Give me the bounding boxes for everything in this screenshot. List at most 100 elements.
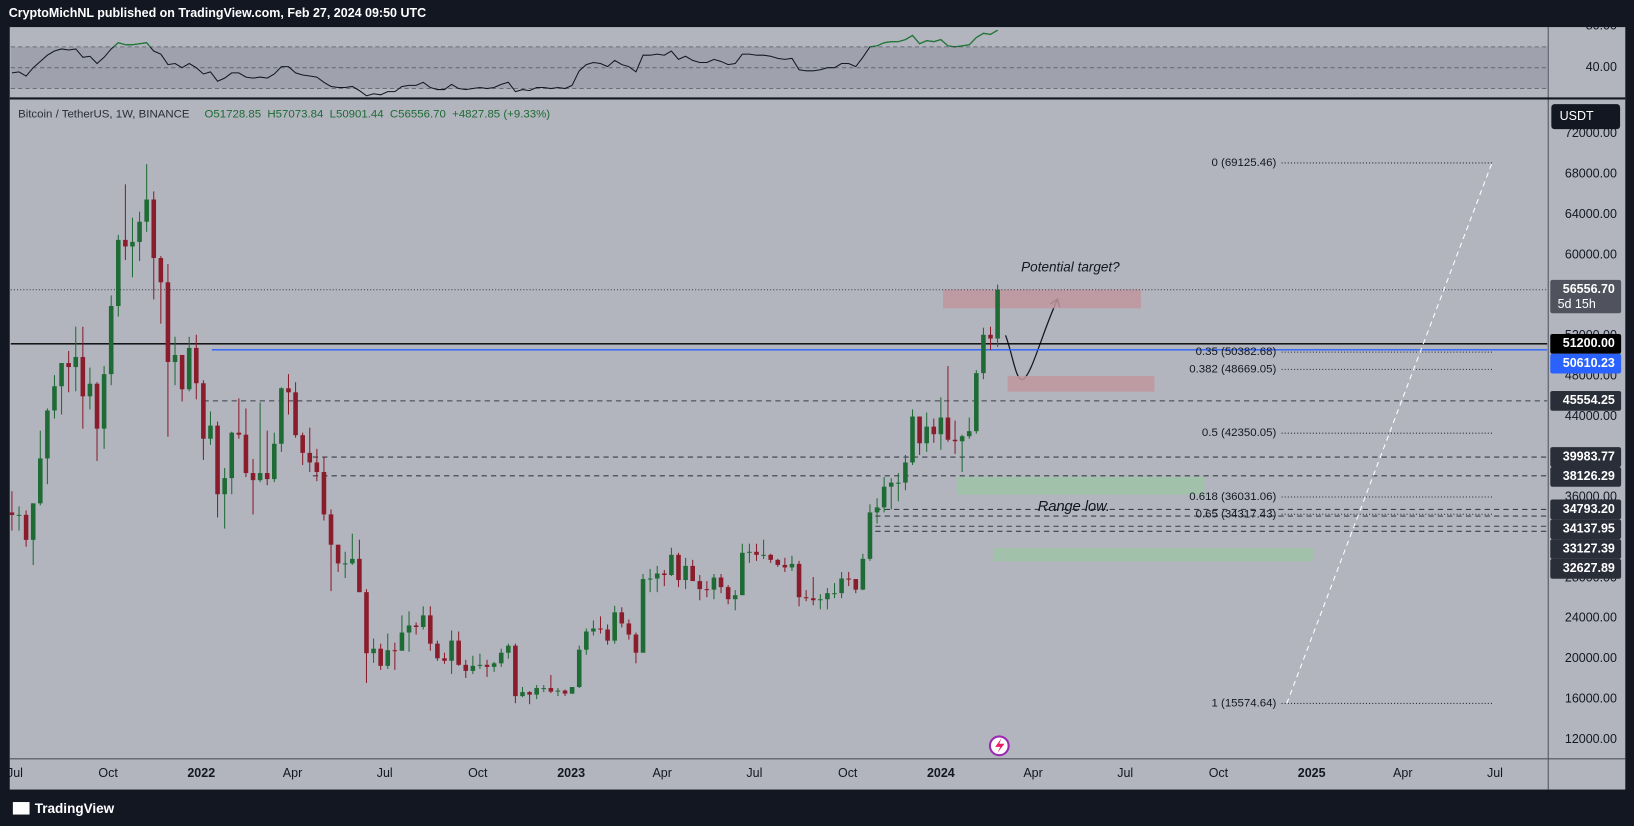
candle-body xyxy=(910,416,915,463)
fib-label: 0.618 (36031.06) xyxy=(1189,491,1276,503)
fib-label: 1 (15574.64) xyxy=(1211,697,1276,709)
candle-body xyxy=(796,563,802,598)
candle-body xyxy=(52,386,57,411)
fib-label: 0.5 (42350.05) xyxy=(1202,427,1277,439)
candle-body xyxy=(130,241,135,247)
candle-body xyxy=(264,473,270,480)
y-tick-label: 16000.00 xyxy=(1565,691,1617,705)
candle-body xyxy=(789,563,795,568)
x-tick-label: Apr xyxy=(1393,766,1412,780)
x-tick-label: Jul xyxy=(746,766,762,780)
candle-body xyxy=(208,425,213,439)
candle-body xyxy=(832,593,837,595)
candle-body xyxy=(591,628,596,632)
x-tick-label: Jul xyxy=(377,766,393,780)
x-tick-label: Oct xyxy=(98,766,118,780)
candle-body xyxy=(357,558,362,593)
candle-body xyxy=(917,416,922,444)
candle-body xyxy=(123,239,128,247)
symbol: Bitcoin / TetherUS, 1W, BINANCE xyxy=(18,109,190,121)
price-label: 32627.89 xyxy=(1563,561,1615,575)
candle-body xyxy=(775,559,781,565)
price-label-box xyxy=(1550,353,1622,374)
header-text: CryptoMichNL published on TradingView.co… xyxy=(9,6,426,20)
candle-body xyxy=(456,640,461,665)
x-tick-label: Jul xyxy=(7,766,23,780)
candle-body xyxy=(740,552,745,596)
candle-body xyxy=(931,426,937,435)
ohlc-value: H57073.84 xyxy=(267,109,324,121)
candle-body xyxy=(846,578,851,580)
candle-body xyxy=(690,565,695,582)
y-tick-label: 12000.00 xyxy=(1565,732,1617,746)
candle-body xyxy=(30,503,36,540)
candle-body xyxy=(881,486,887,508)
candle-body xyxy=(888,482,894,487)
zone xyxy=(1007,375,1155,392)
candle-body xyxy=(853,579,859,590)
candle-body xyxy=(165,282,171,363)
candle-body xyxy=(179,354,185,390)
candle-body xyxy=(222,478,227,495)
price-label-box xyxy=(1550,333,1622,354)
candle-body xyxy=(669,554,674,575)
candle-body xyxy=(981,334,986,374)
candle-body xyxy=(513,645,518,697)
candle-body xyxy=(662,573,667,575)
candle-body xyxy=(73,356,79,368)
fib-label: 0.35 (50382.68) xyxy=(1196,346,1277,358)
candle-body xyxy=(498,652,504,664)
price-label-countdown: 5d 15h xyxy=(1558,297,1596,311)
candle-body xyxy=(576,649,582,688)
candle-body xyxy=(293,392,298,436)
candle-body xyxy=(37,458,43,504)
candle-body xyxy=(59,363,64,387)
candle-body xyxy=(520,692,525,697)
candle-body xyxy=(938,417,944,435)
candle-body xyxy=(874,507,880,513)
fib-label: 0.65 (34317.43) xyxy=(1196,508,1277,520)
price-label: 34137.95 xyxy=(1563,522,1615,536)
price-label-box xyxy=(1550,466,1622,487)
candle-body xyxy=(342,563,348,565)
price-label: 56556.70 xyxy=(1563,282,1615,296)
candle-body xyxy=(676,554,681,581)
candle-body xyxy=(718,577,724,588)
candle-body xyxy=(959,436,965,442)
candle-body xyxy=(995,289,1000,339)
x-tick-label: Apr xyxy=(652,766,671,780)
x-tick-label: Oct xyxy=(1209,766,1229,780)
annotation: Range low. xyxy=(1038,499,1110,515)
candle-body xyxy=(534,688,539,695)
candle-body xyxy=(506,645,511,653)
candle-body xyxy=(867,512,873,559)
candle-body xyxy=(335,544,341,564)
ohlc-value: L50901.44 xyxy=(330,109,385,121)
candle-body xyxy=(9,512,15,516)
currency-button[interactable] xyxy=(1551,104,1621,130)
rsi-tick-label: 40.00 xyxy=(1586,60,1617,74)
candle-body xyxy=(449,640,454,661)
candle-body xyxy=(541,688,547,690)
candle-body xyxy=(484,664,490,667)
price-label: 50610.23 xyxy=(1563,356,1615,370)
candle-body xyxy=(782,564,788,568)
candle-body xyxy=(924,426,929,444)
candle-body xyxy=(839,578,844,594)
candle-body xyxy=(272,443,277,480)
candle-body xyxy=(144,199,149,222)
fib-label: 0 (69125.46) xyxy=(1211,157,1276,169)
x-tick-label: 2022 xyxy=(187,766,215,780)
candle-body xyxy=(442,658,447,661)
currency-label[interactable]: USDT xyxy=(1560,109,1594,123)
candle-body xyxy=(548,688,554,692)
price-label-box xyxy=(1550,558,1622,579)
candle-body xyxy=(903,462,908,483)
candle-body xyxy=(201,383,206,439)
candle-body xyxy=(321,472,327,515)
candle-body xyxy=(250,473,256,481)
price-label-box xyxy=(1550,519,1622,540)
x-tick-label: Apr xyxy=(1023,766,1042,780)
x-tick-label: 2025 xyxy=(1298,766,1326,780)
